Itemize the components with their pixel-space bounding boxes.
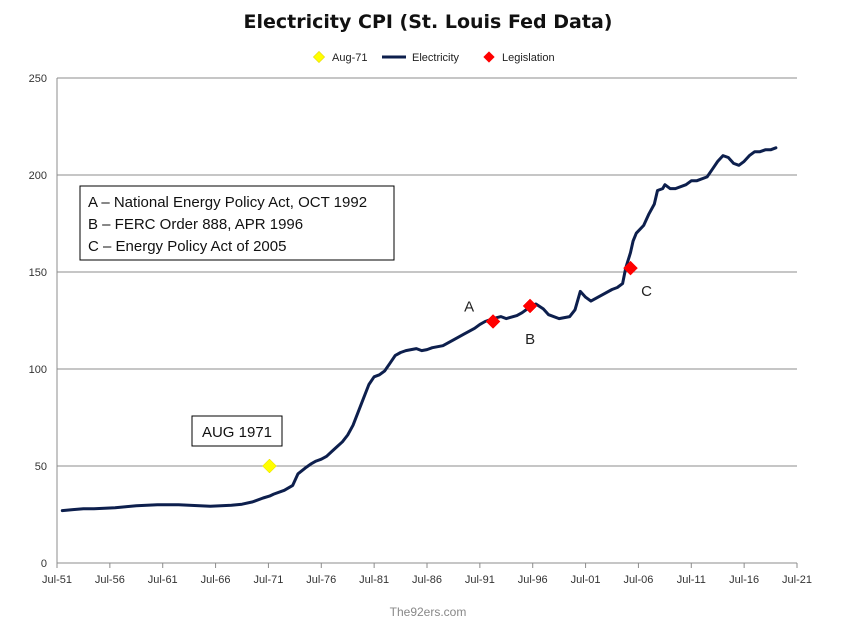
x-tick-label: Jul-91 (465, 574, 495, 586)
marker-aug-71 (262, 458, 277, 474)
series-layer (60, 146, 778, 513)
x-tick-label: Jul-56 (95, 574, 125, 586)
x-tick-label: Jul-81 (359, 574, 389, 586)
notes-box-frame (79, 185, 395, 261)
y-tick-label: 0 (41, 558, 47, 570)
chart-title: Electricity CPI (St. Louis Fed Data) (244, 11, 613, 33)
footer-credit: The92ers.com (390, 605, 467, 619)
x-tick-label: Jul-96 (518, 574, 548, 586)
y-tick-label: 150 (29, 267, 47, 279)
legend-marker-aug71 (312, 50, 326, 64)
x-tick-label: Jul-61 (148, 574, 178, 586)
x-tick-label: Jul-51 (42, 574, 72, 586)
marker-layer: A B C (262, 260, 652, 474)
marker-legislation-c (623, 260, 638, 276)
x-tick-label: Jul-06 (623, 574, 653, 586)
x-tick-label: Jul-01 (571, 574, 601, 586)
legend-label-aug71: Aug-71 (332, 52, 367, 64)
grid (57, 77, 797, 564)
x-tick-label: Jul-71 (253, 574, 283, 586)
axes: 0 50 100 150 200 250 Jul-51 Jul-56 Jul-61 Jul-66 J… (29, 73, 812, 586)
legend-label-legislation: Legislation (502, 52, 555, 64)
x-tick-label: Jul-16 (729, 574, 759, 586)
y-tick-label: 50 (35, 461, 47, 473)
callout-label: AUG 1971 (202, 424, 272, 441)
marker-label-c: C (641, 283, 652, 300)
marker-label-b: B (525, 331, 535, 348)
y-tick-label: 250 (29, 73, 47, 85)
x-tick-label: Jul-86 (412, 574, 442, 586)
note-a: A – National Energy Policy Act, OCT 1992 (88, 194, 367, 211)
callout-frame (191, 415, 283, 447)
note-b: B – FERC Order 888, APR 1996 (88, 216, 303, 233)
legislation-notes-box: A – National Energy Policy Act, OCT 1992… (79, 185, 395, 261)
x-tick-label: Jul-76 (306, 574, 336, 586)
marker-label-a: A (464, 298, 474, 315)
legend-marker-legislation (483, 51, 495, 63)
note-c: C – Energy Policy Act of 2005 (88, 238, 286, 255)
marker-legislation-b (522, 298, 538, 314)
legend: Aug-71 Electricity Legislation (312, 50, 555, 64)
marker-legislation-a (485, 314, 501, 329)
y-tick-label: 100 (29, 364, 47, 376)
x-tick-label: Jul-66 (201, 574, 231, 586)
y-tick-label: 200 (29, 170, 47, 182)
aug-1971-callout: AUG 1971 (191, 415, 283, 447)
x-tick-label: Jul-11 (677, 574, 706, 586)
x-tick-label: Jul-21 (782, 574, 812, 586)
series-line-electricity (60, 146, 778, 513)
legend-label-electricity: Electricity (412, 52, 460, 64)
